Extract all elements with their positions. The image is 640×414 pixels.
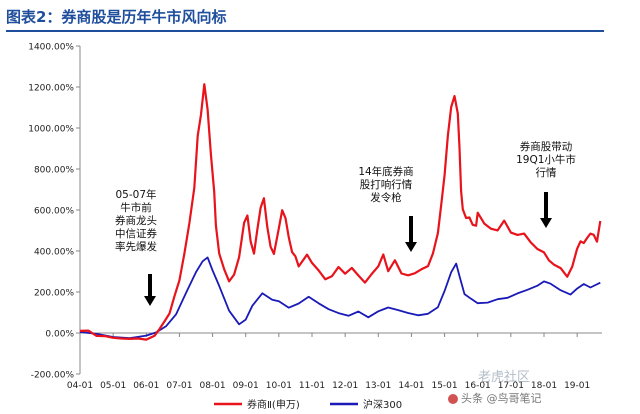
down-arrow-icon (540, 218, 552, 228)
legend-item-hs300-label: 沪深300 (363, 398, 402, 411)
y-tick-label: 400.00% (34, 248, 74, 258)
x-tick-label: 19-01 (564, 381, 590, 391)
x-tick-label: 13-01 (365, 381, 391, 391)
y-tick-label: 0.00% (45, 330, 74, 340)
title-underline (6, 30, 604, 32)
annotation-text: 中信证券 (115, 227, 157, 240)
x-tick-label: 17-01 (498, 381, 524, 391)
chart-legend: 券商Ⅱ(申万) 沪深300 (214, 398, 402, 411)
x-tick-label: 15-01 (431, 381, 457, 391)
series-line-broker (79, 83, 602, 341)
annotation-text: 05-07年 (115, 188, 156, 201)
x-tick-label: 05-01 (100, 381, 126, 391)
down-arrow-icon (144, 296, 156, 306)
annotation-text: 券商股带动 (520, 140, 573, 153)
x-tick-label: 04-01 (67, 381, 93, 391)
x-tick-label: 18-01 (531, 381, 557, 391)
y-tick-label: 800.00% (34, 166, 74, 176)
y-tick-label: 200.00% (34, 289, 74, 299)
watermark-text: 老虎社区 (478, 370, 531, 385)
annotation-text: 券商龙头 (115, 214, 157, 227)
series-line-hs300 (79, 256, 601, 339)
x-tick-label: 14-01 (398, 381, 424, 391)
annotation-text: 14年底券商 (358, 165, 413, 178)
y-tick-label: 600.00% (34, 207, 74, 217)
annotation-text: 率先爆发 (115, 240, 157, 253)
chart-title: 图表2：券商股是历年牛市风向标 (6, 8, 227, 26)
x-tick-label: 16-01 (465, 381, 491, 391)
y-tick-label: 1000.00% (28, 125, 74, 135)
x-tick-label: 09-01 (233, 381, 259, 391)
y-tick-label: 1400.00% (28, 43, 74, 53)
annotation-text: 19Q1小牛市 (516, 153, 576, 166)
chart-series (79, 83, 602, 341)
legend-item-broker-label: 券商Ⅱ(申万) (247, 398, 300, 411)
x-tick-label: 07-01 (166, 381, 192, 391)
y-tick-label: -200.00% (31, 371, 75, 381)
y-tick-label: 1200.00% (28, 84, 74, 94)
annotation-text: 牛市前 (120, 201, 152, 214)
annotation-text: 发令枪 (370, 191, 402, 204)
down-arrow-icon (405, 242, 417, 252)
annotation-text: 股打响行情 (360, 178, 413, 191)
x-tick-label: 10-01 (266, 381, 292, 391)
chart-axes: -200.00% 0.00% 200.00% 400.00% 600.00% 800.00… (28, 43, 602, 391)
source-credit: 头条 @鸟哥笔记 (448, 390, 542, 406)
x-tick-label: 12-01 (332, 381, 358, 391)
toutiao-logo-icon (448, 394, 458, 404)
x-tick-label: 06-01 (133, 381, 159, 391)
annotation-text: 行情 (536, 166, 557, 179)
source-credit-text: 头条 @鸟哥笔记 (461, 392, 542, 405)
x-tick-label: 11-01 (299, 381, 325, 391)
x-tick-label: 08-01 (199, 381, 225, 391)
